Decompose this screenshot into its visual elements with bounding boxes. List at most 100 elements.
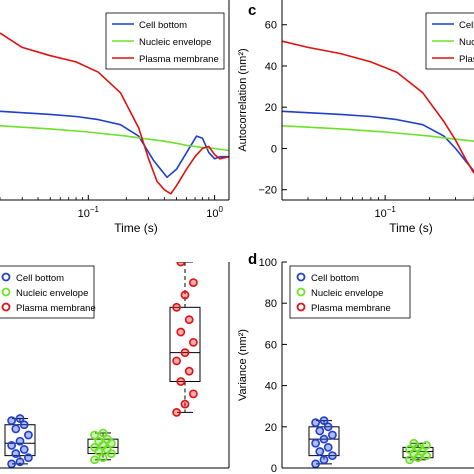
data-point-cell-bottom	[23, 453, 33, 463]
legend-label-cell-bottom: Cell bottom	[139, 20, 187, 31]
data-point-cell-bottom	[19, 420, 29, 430]
data-point-cell-bottom	[323, 422, 333, 432]
y-tick-label: 20	[265, 422, 277, 434]
panel-top-left: 10−1 100 Time (s) Cell bottom Nucleic env…	[0, 0, 230, 235]
series-layer	[282, 40, 474, 174]
box-nucleic-envelope	[402, 446, 434, 459]
data-point-cell-bottom	[328, 430, 337, 440]
legend-label-cell-bottom: Cell bottom	[311, 273, 359, 284]
panel-bottom-left: Cell bottom Nucleic envelope Plasma memb…	[0, 262, 230, 469]
data-point-cell-bottom	[11, 424, 21, 434]
series-layer	[4, 262, 201, 468]
data-point-nucleic-envelope	[409, 438, 419, 448]
legend-label-nucleic-envelope: Nucleic envelope	[139, 37, 211, 48]
data-point-cell-bottom	[319, 455, 329, 465]
x-ticks: 10−1 100	[0, 195, 224, 220]
data-point-cell-bottom	[323, 442, 333, 452]
y-axis-label: Autocorrelation (nm²)	[237, 48, 249, 151]
data-point-cell-bottom	[328, 451, 337, 461]
data-point-plasma-membrane	[172, 302, 181, 312]
data-point-cell-bottom	[19, 445, 29, 454]
x-tick-label: 100	[206, 205, 223, 220]
series-line-cell-bottom	[0, 110, 229, 179]
panel-letter-c: c	[248, 2, 256, 19]
data-point-cell-bottom	[15, 414, 25, 423]
data-point-cell-bottom	[7, 416, 16, 426]
data-point-cell-bottom	[311, 418, 320, 428]
y-tick-label: 100	[259, 257, 277, 269]
legend-marker-nucleic-envelope	[1, 287, 11, 297]
y-tick-label: −20	[258, 185, 277, 197]
series-line-plasma-membrane	[282, 40, 474, 174]
data-point-plasma-membrane	[180, 290, 190, 300]
data-point-plasma-membrane	[180, 399, 190, 409]
legend-marker-plasma-membrane	[296, 302, 306, 312]
panel-d: 0 20 40 60 80 100 d Variance (nm²) Cell botto…	[237, 251, 474, 474]
series-line-plasma-membrane	[0, 32, 229, 195]
legend-label-nucleic-envelope: Nucleic envelope	[16, 288, 88, 299]
data-point-plasma-membrane	[180, 348, 190, 358]
x-axis-label: Time (s)	[114, 221, 158, 235]
series-layer	[0, 32, 229, 195]
y-axis-label: Variance (nm²)	[237, 329, 249, 401]
data-point-plasma-membrane	[188, 278, 198, 287]
y-tick-label: 40	[265, 61, 277, 73]
plot-area	[4, 262, 201, 468]
data-point-plasma-membrane	[176, 327, 186, 337]
legend-label-cell-bottom: Cell bottom	[459, 20, 474, 31]
data-point-nucleic-envelope	[90, 442, 99, 452]
x-ticks: 10−1	[281, 195, 474, 220]
legend-label-plasma-membrane: Plasma membrane	[311, 303, 391, 314]
series-layer	[308, 416, 434, 468]
plot-area	[282, 40, 474, 174]
legend-marker-cell-bottom	[1, 272, 11, 282]
data-point-cell-bottom	[7, 440, 16, 450]
data-point-cell-bottom	[315, 426, 325, 436]
y-ticks: −20 0 20 40 60	[258, 20, 287, 197]
series-line-cell-bottom	[282, 110, 474, 172]
data-point-cell-bottom	[11, 449, 21, 458]
x-axis-label: Time (s)	[389, 221, 433, 235]
legend: Cell bottom Nucleic envelope Plasma memb…	[0, 265, 96, 319]
data-point-cell-bottom	[23, 430, 33, 440]
data-point-plasma-membrane	[176, 377, 186, 386]
x-tick-label: 10−1	[78, 205, 100, 220]
y-tick-label: 20	[265, 102, 277, 114]
legend-label-plasma-membrane: Plasma membrane	[16, 303, 96, 314]
series-line-nucleic-envelope	[282, 125, 474, 142]
legend-label-plasma-membrane: Plasma membrane	[139, 54, 219, 65]
data-point-plasma-membrane	[184, 366, 194, 376]
y-tick-label: 40	[265, 381, 277, 393]
legend: Cell bottom Nucleic envelope Plasma memb…	[289, 265, 411, 319]
legend-label-plasma-membrane: Plasma membrane	[459, 54, 474, 65]
data-point-plasma-membrane	[188, 337, 198, 347]
legend-marker-plasma-membrane	[1, 302, 11, 312]
legend-label-nucleic-envelope: Nucleic envelope	[311, 288, 383, 299]
data-point-plasma-membrane	[188, 389, 198, 399]
y-tick-label: 0	[271, 143, 277, 155]
data-point-cell-bottom	[15, 436, 25, 446]
data-point-nucleic-envelope	[98, 428, 108, 438]
data-point-cell-bottom	[311, 438, 320, 448]
legend-marker-cell-bottom	[296, 272, 306, 282]
legend-marker-nucleic-envelope	[296, 287, 306, 297]
data-point-cell-bottom	[15, 457, 25, 467]
y-tick-label: 60	[265, 20, 277, 32]
legend-label-nucleic-envelope: Nucleic envelope	[459, 37, 474, 48]
data-point-nucleic-envelope	[405, 455, 414, 465]
plot-area	[0, 32, 229, 195]
y-tick-label: 80	[265, 298, 277, 310]
data-point-nucleic-envelope	[90, 455, 99, 465]
data-point-cell-bottom	[311, 459, 320, 468]
legend: Cell bottom Nucleic envelope Plasma memb…	[105, 12, 225, 70]
data-point-nucleic-envelope	[98, 453, 108, 463]
data-point-nucleic-envelope	[102, 434, 112, 444]
y-tick-label: 60	[265, 339, 277, 351]
data-point-cell-bottom	[319, 434, 329, 444]
plot-area	[308, 416, 434, 468]
legend-label-cell-bottom: Cell bottom	[16, 273, 64, 284]
data-point-plasma-membrane	[184, 315, 194, 325]
data-point-plasma-membrane	[172, 407, 181, 417]
data-point-cell-bottom	[315, 447, 325, 456]
